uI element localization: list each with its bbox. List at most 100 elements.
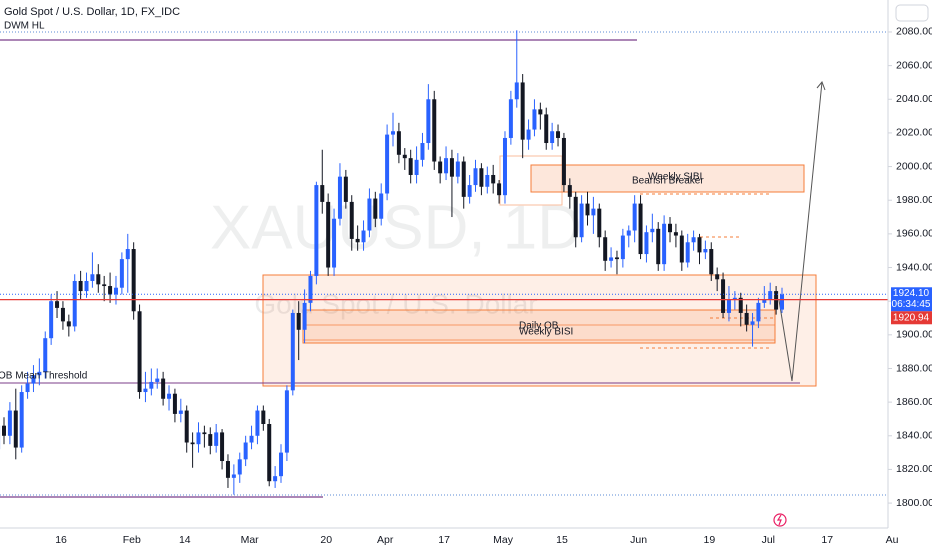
sibi-zone: [530, 164, 805, 193]
y-tick-label: 1960.00: [896, 228, 932, 240]
candle-body: [326, 201, 331, 268]
y-tick-label: 1860.00: [896, 396, 932, 408]
y-tick-label: 1880.00: [896, 362, 932, 374]
candle-body: [479, 168, 484, 187]
drawings: [0, 31, 888, 498]
candle-body: [19, 392, 24, 448]
candle-body: [155, 378, 160, 382]
candle-body: [225, 461, 230, 478]
candle-body: [43, 338, 48, 372]
annotation: OB Mean Threshold: [0, 371, 87, 382]
candle-body: [208, 434, 213, 446]
y-tick-label: 1940.00: [896, 261, 932, 273]
candle-body: [243, 442, 248, 460]
candle-body: [585, 203, 590, 216]
candle-body: [768, 291, 773, 300]
candle-body: [426, 99, 431, 144]
candle-body: [561, 137, 566, 186]
candle-body: [491, 174, 496, 184]
candle-body: [538, 109, 543, 115]
y-tick-label: 1820.00: [896, 463, 932, 475]
candle-body: [638, 203, 643, 255]
candle-body: [703, 249, 708, 253]
daily-ob-zone: [302, 324, 776, 341]
candle-body: [420, 143, 425, 160]
candle-body: [31, 375, 36, 384]
candle-body: [449, 158, 454, 177]
candle-body: [579, 203, 584, 238]
last-price-label: 1924.10: [893, 288, 930, 299]
candle-body: [444, 158, 449, 174]
annotation: Bearish Breaker: [632, 176, 704, 187]
candle-body: [614, 257, 619, 260]
candle-body: [591, 208, 596, 216]
candle-body: [732, 297, 737, 300]
candle-body: [650, 228, 655, 233]
candle-body: [721, 279, 726, 313]
candle-body: [167, 393, 172, 399]
candle-body: [237, 459, 242, 475]
candle-body: [1, 425, 6, 436]
candle-body: [497, 183, 502, 196]
y-tick-label: 2000.00: [896, 160, 932, 172]
candle-body: [385, 134, 390, 194]
candle-body: [308, 275, 313, 303]
x-tick-label: Jul: [762, 534, 775, 546]
candle-body: [662, 223, 667, 265]
y-tick-label: 2020.00: [896, 127, 932, 139]
candle-body: [55, 301, 60, 308]
watermark-symbol: XAUUSD, 1D: [210, 193, 582, 262]
x-tick-label: 20: [320, 534, 332, 546]
candle-body: [668, 223, 673, 233]
candle-body: [220, 432, 225, 462]
projection-arrow: [778, 81, 823, 382]
candle-body: [726, 299, 731, 313]
candle-body: [273, 476, 278, 482]
candle-body: [261, 410, 266, 424]
candle-body: [697, 237, 702, 253]
candle-body: [343, 176, 348, 202]
x-tick-label: 14: [179, 534, 191, 546]
toolbar-button[interactable]: [895, 4, 929, 22]
price-axis: [888, 0, 932, 550]
candle-body: [60, 307, 65, 322]
candle-body: [296, 312, 301, 330]
x-tick-label: 17: [821, 534, 833, 546]
annotation: Weekly SIBI: [648, 172, 702, 183]
countdown: 06:34:45: [892, 299, 931, 310]
y-tick-label: 2060.00: [896, 59, 932, 71]
candle-body: [473, 168, 478, 186]
candle-body: [119, 259, 124, 288]
candle-body: [202, 432, 207, 435]
alert-icon[interactable]: [773, 513, 787, 527]
x-tick-label: 19: [704, 534, 716, 546]
candle-body: [355, 238, 360, 243]
candle-body: [361, 230, 366, 243]
y-tick-label: 1840.00: [896, 430, 932, 442]
candle-body: [603, 237, 608, 261]
candle-body: [337, 176, 342, 219]
candle-body: [685, 242, 690, 263]
candle-body: [249, 435, 254, 443]
annotation: Daily OB: [519, 321, 559, 332]
ref-price-box: [891, 311, 932, 325]
candle-body: [626, 230, 631, 236]
candle-body: [396, 131, 401, 155]
candle-body: [373, 198, 378, 219]
candle-body: [7, 410, 12, 436]
candle-body: [502, 137, 507, 196]
candle-body: [367, 198, 372, 231]
candle-body: [125, 249, 130, 260]
candle-body: [349, 201, 354, 239]
candle-body: [556, 131, 561, 138]
candle-body: [520, 82, 525, 140]
candle-body: [149, 381, 154, 389]
candle-body: [508, 99, 513, 138]
candle-body: [84, 280, 89, 292]
candle-body: [532, 109, 537, 130]
candle-body: [514, 82, 519, 100]
y-tick-label: 1800.00: [896, 497, 932, 509]
candle-body: [178, 410, 183, 414]
x-tick-label: Feb: [123, 534, 141, 546]
candle-body: [526, 129, 531, 140]
